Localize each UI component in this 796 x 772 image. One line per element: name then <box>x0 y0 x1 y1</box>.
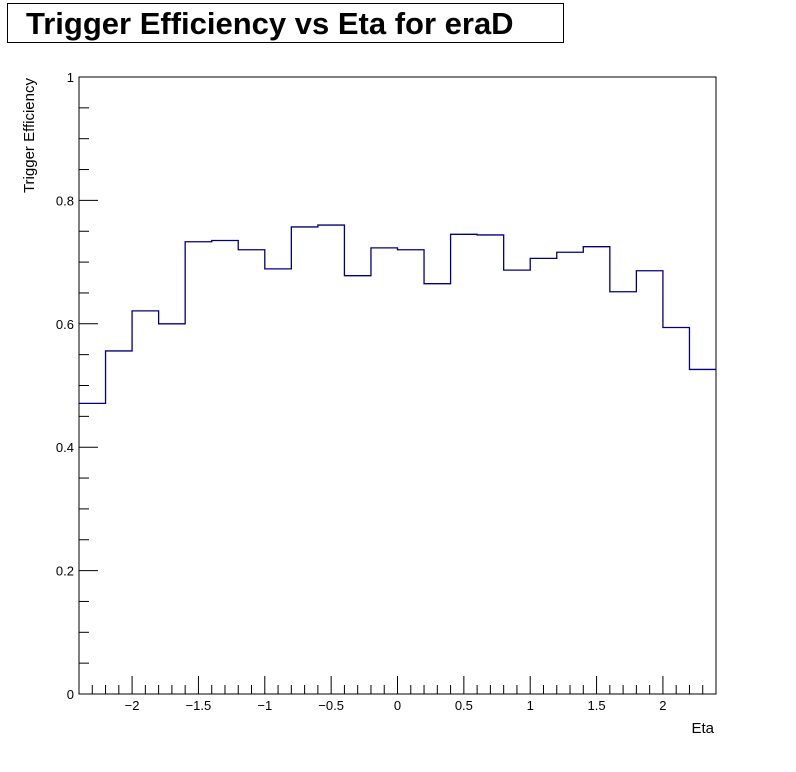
x-tick-label: 2 <box>659 698 666 713</box>
x-tick-label: 0 <box>394 698 401 713</box>
histogram-line <box>79 224 716 405</box>
y-tick-label: 1 <box>67 70 74 85</box>
plot-frame <box>78 76 717 695</box>
chart-title: Trigger Efficiency vs Eta for eraD <box>26 6 514 41</box>
y-tick-label: 0.4 <box>56 440 74 455</box>
y-tick-label: 0 <box>67 687 74 702</box>
tick-labels: −2 −1.5 −1 −0.5 0 0.5 1 1.5 2 0 0.2 0.4 0.6 0.8 1 <box>56 70 667 713</box>
y-tick-label: 0.2 <box>56 564 74 579</box>
x-tick-label: −0.5 <box>318 698 344 713</box>
x-axis-title: Eta <box>691 720 714 737</box>
y-tick-label: 0.6 <box>56 317 74 332</box>
x-tick-label: −1 <box>257 698 272 713</box>
x-tick-label: 1 <box>527 698 534 713</box>
x-tick-label: −2 <box>125 698 140 713</box>
y-tick-label: 0.8 <box>56 193 74 208</box>
x-tick-label: 1.5 <box>588 698 606 713</box>
x-tick-label: −1.5 <box>186 698 212 713</box>
chart-title-box: Trigger Efficiency vs Eta for eraD <box>7 3 564 43</box>
y-axis-title: Trigger Efficiency <box>21 78 38 194</box>
axis-ticks <box>78 76 717 695</box>
x-tick-label: 0.5 <box>455 698 473 713</box>
